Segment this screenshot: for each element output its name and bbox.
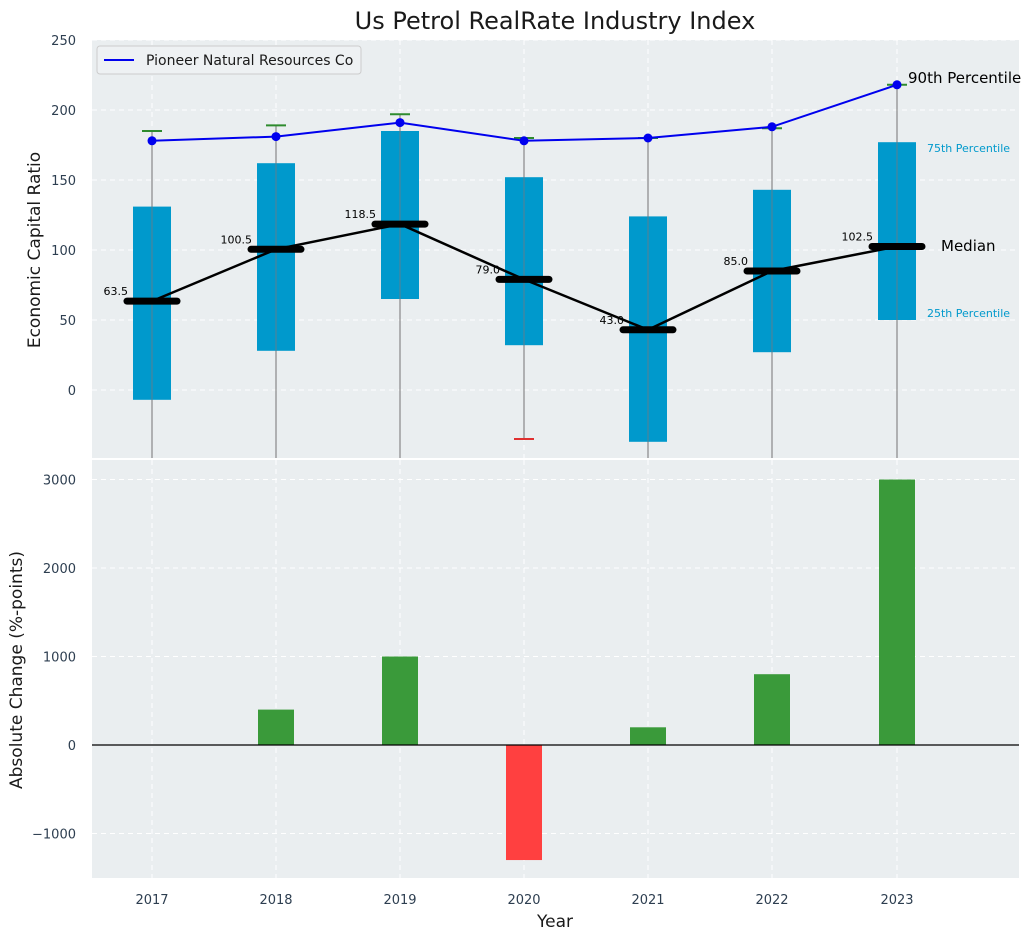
legend: Pioneer Natural Resources Co <box>96 45 362 75</box>
annotation-75th-percentile: 75th Percentile <box>927 142 1010 155</box>
bottom-y-tick-label: 3000 <box>43 474 76 489</box>
x-tick-label: 2022 <box>755 893 788 908</box>
x-tick-label: 2021 <box>631 893 664 908</box>
median-value-label: 118.5 <box>345 208 377 221</box>
top-y-tick-label: 100 <box>51 244 76 259</box>
company-series-point <box>271 132 281 142</box>
change-bar <box>630 727 666 745</box>
median-value-label: 43.0 <box>600 314 625 327</box>
top-y-tick-label: 200 <box>51 104 76 119</box>
bottom-y-tick-label: 2000 <box>43 562 76 577</box>
company-series-point <box>519 136 529 146</box>
top-y-axis-label: Economic Capital Ratio <box>25 152 45 348</box>
top-y-tick-label: 150 <box>51 174 76 189</box>
median-value-label: 100.5 <box>221 233 253 246</box>
change-bar <box>258 709 294 745</box>
company-series-point <box>892 80 902 90</box>
company-series-point <box>147 136 157 146</box>
legend-label: Pioneer Natural Resources Co <box>146 53 353 69</box>
median-value-label: 102.5 <box>842 231 874 244</box>
annotation-median: Median <box>941 237 996 255</box>
change-bar <box>754 674 790 745</box>
x-tick-label: 2017 <box>135 893 168 908</box>
company-series-point <box>395 118 405 128</box>
company-series-point <box>643 133 653 143</box>
x-axis-label: Year <box>536 912 573 932</box>
change-bar <box>506 745 542 861</box>
median-value-label: 79.0 <box>476 263 501 276</box>
top-y-tick-label: 50 <box>59 314 76 329</box>
median-value-label: 85.0 <box>724 255 749 268</box>
top-chart-marks: 63.5 100.5 118.5 79.0 43.0 85.0 102.5 <box>104 80 926 458</box>
bottom-y-tick-label: −1000 <box>32 828 76 843</box>
bottom-chart-marks <box>92 479 1019 861</box>
bottom-y-tick-label: 0 <box>68 739 76 754</box>
median-value-label: 63.5 <box>104 285 129 298</box>
legend-frame <box>96 45 362 75</box>
x-tick-label: 2020 <box>507 893 540 908</box>
bottom-panel-background <box>92 460 1019 878</box>
x-tick-label: 2023 <box>880 893 913 908</box>
change-bar <box>879 479 915 745</box>
annotation-90th-percentile: 90th Percentile <box>908 69 1021 87</box>
chart-title: Us Petrol RealRate Industry Index <box>355 7 756 35</box>
top-y-tick-label: 0 <box>68 384 76 399</box>
axis-ticks: 0 50 100 150 200 250 −1000 0 1000 2000 3000 2017 201… <box>32 34 914 908</box>
bottom-y-axis-label: Absolute Change (%-points) <box>7 551 27 789</box>
change-bar <box>382 656 418 745</box>
x-tick-label: 2018 <box>259 893 292 908</box>
company-series-point <box>767 122 777 132</box>
annotation-25th-percentile: 25th Percentile <box>927 307 1010 320</box>
top-y-tick-label: 250 <box>51 34 76 49</box>
bottom-y-tick-label: 1000 <box>43 651 76 666</box>
x-tick-label: 2019 <box>383 893 416 908</box>
